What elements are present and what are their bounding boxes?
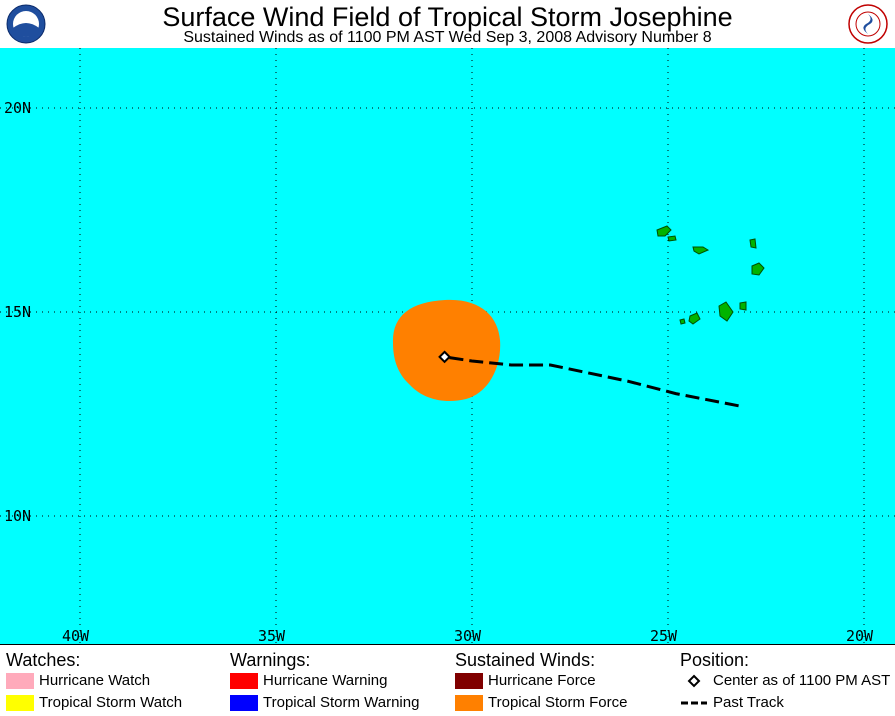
legend-hurricane-force: Hurricane Force [455, 672, 596, 690]
legend-tropical-storm-force: Tropical Storm Force [455, 694, 627, 712]
warnings-legend-title: Warnings: [230, 650, 311, 670]
tropical-storm-warning-swatch [230, 695, 258, 711]
hurricane-force-label: Hurricane Force [488, 672, 596, 689]
hurricane-warning-label: Hurricane Warning [263, 672, 388, 689]
lon-tick-label: 20W [846, 627, 874, 644]
position-legend-title: Position: [680, 650, 750, 670]
hurricane-watch-label: Hurricane Watch [39, 672, 151, 689]
past-track-label: Past Track [713, 694, 784, 711]
axis-labels: 20N 15N 10N 40W 35W 30W 25W 20W [4, 99, 874, 644]
legend-tropical-storm-warning: Tropical Storm Warning [230, 694, 419, 712]
storm-map: 20N 15N 10N 40W 35W 30W 25W 20W [0, 48, 895, 644]
legend: Watches: Hurricane Watch Tropical Storm … [0, 644, 895, 716]
header: Surface Wind Field of Tropical Storm Jos… [0, 0, 895, 48]
lat-tick-label: 10N [4, 507, 31, 525]
lon-tick-label: 40W [62, 627, 90, 644]
map-subtitle: Sustained Winds as of 1100 PM AST Wed Se… [183, 29, 712, 46]
tropical-storm-watch-label: Tropical Storm Watch [39, 694, 183, 711]
lon-tick-label: 35W [258, 627, 286, 644]
hurricane-warning-swatch [230, 673, 258, 689]
storm-center-diamond-icon [438, 350, 451, 364]
legend-center: Center as of 1100 PM AST [680, 672, 890, 690]
lat-tick-label: 15N [4, 303, 31, 321]
legend-hurricane-warning: Hurricane Warning [230, 672, 388, 690]
tropical-storm-force-label: Tropical Storm Force [488, 694, 628, 711]
map-panel: 20N 15N 10N 40W 35W 30W 25W 20W [0, 48, 895, 644]
watches-legend-title: Watches: [6, 650, 81, 670]
diamond-icon [680, 673, 708, 689]
noaa-logo-icon [6, 4, 46, 44]
sustained-winds-legend-title: Sustained Winds: [455, 650, 596, 670]
tropical-storm-force-wind-field [392, 299, 501, 402]
tropical-storm-force-swatch [455, 695, 483, 711]
hurricane-watch-swatch [6, 673, 34, 689]
past-track [444, 355, 739, 408]
center-label: Center as of 1100 PM AST [713, 672, 891, 689]
lat-tick-label: 20N [4, 99, 31, 117]
map-title: Surface Wind Field of Tropical Storm Jos… [162, 2, 733, 32]
lon-tick-label: 25W [650, 627, 678, 644]
lon-tick-label: 30W [454, 627, 482, 644]
legend-hurricane-watch: Hurricane Watch [6, 672, 150, 690]
cape-verde-islands-icon [656, 225, 765, 325]
nws-logo-icon [848, 4, 888, 44]
legend-past-track: Past Track [680, 694, 784, 712]
legend-tropical-storm-watch: Tropical Storm Watch [6, 694, 182, 712]
hurricane-force-swatch [455, 673, 483, 689]
tropical-storm-watch-swatch [6, 695, 34, 711]
tropical-storm-warning-label: Tropical Storm Warning [263, 694, 420, 711]
dashed-line-icon [680, 695, 708, 711]
